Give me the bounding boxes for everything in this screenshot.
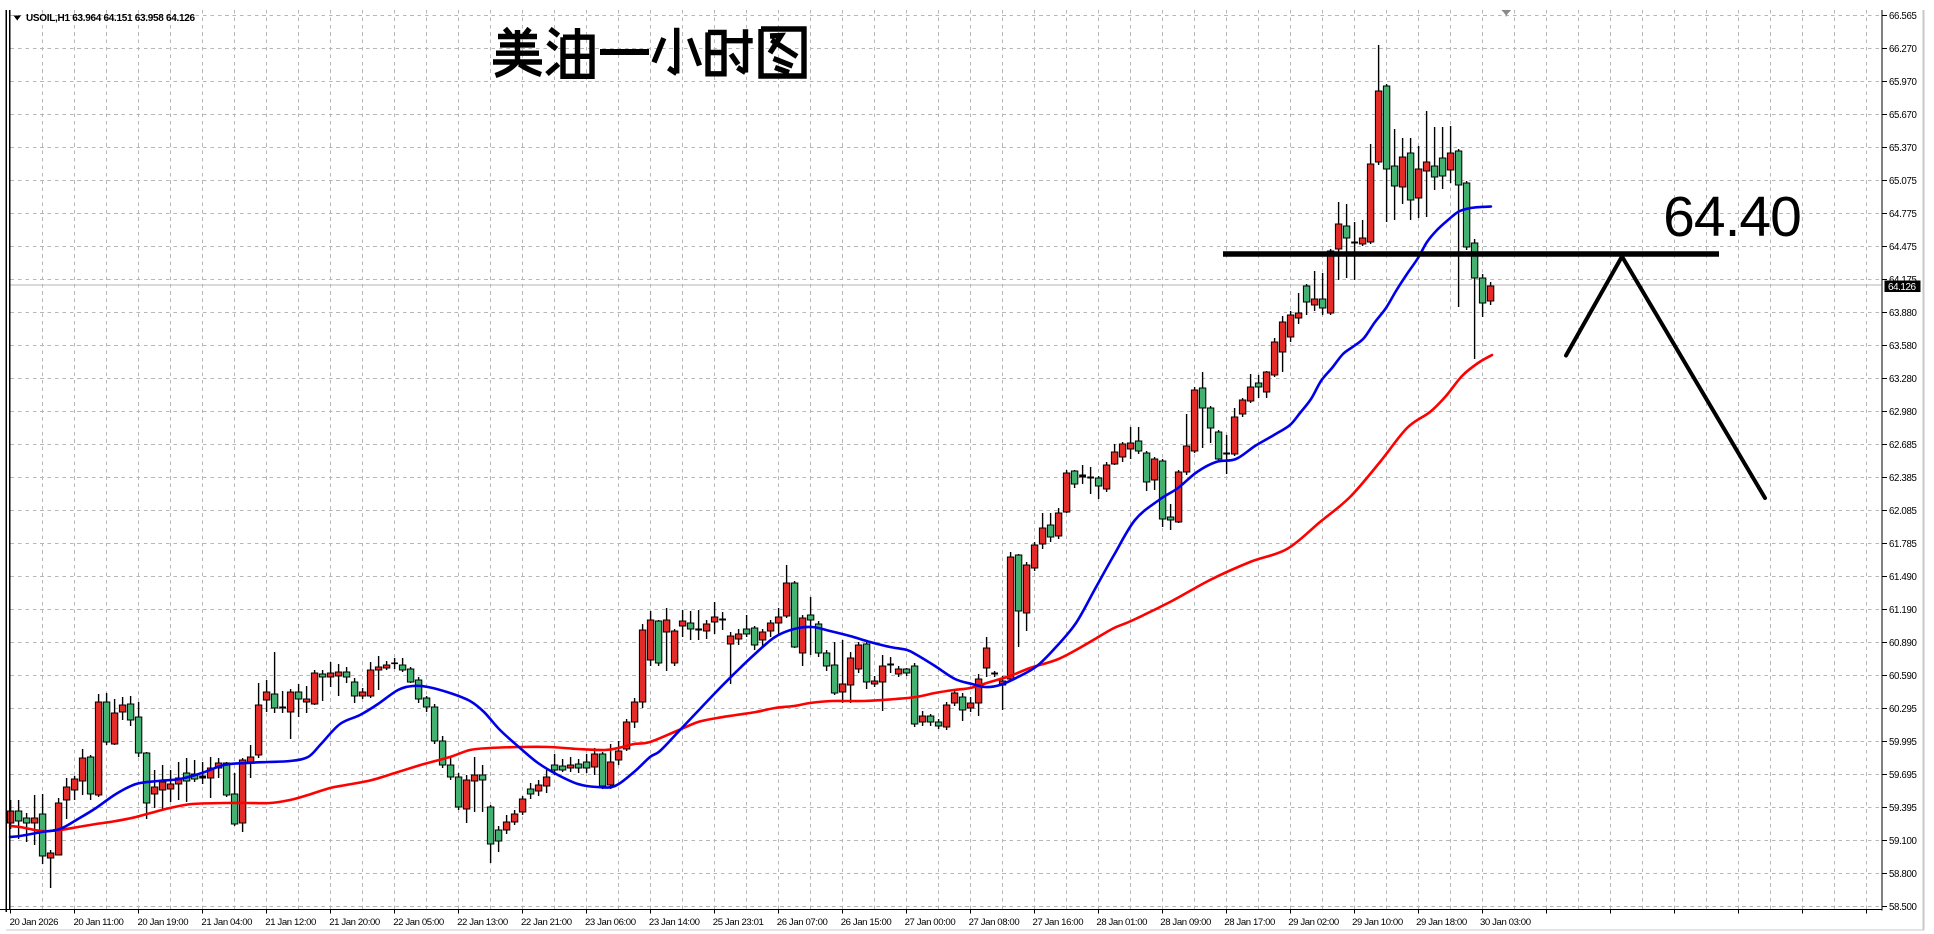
svg-text:59.395: 59.395 (1889, 803, 1917, 814)
svg-text:21 Jan 12:00: 21 Jan 12:00 (265, 917, 316, 928)
svg-text:20 Jan 11:00: 20 Jan 11:00 (74, 917, 124, 928)
svg-text:61.490: 61.490 (1889, 572, 1917, 583)
svg-text:29 Jan 02:00: 29 Jan 02:00 (1288, 917, 1339, 928)
svg-text:23 Jan 14:00: 23 Jan 14:00 (649, 917, 700, 928)
svg-text:60.890: 60.890 (1889, 638, 1917, 649)
svg-text:29 Jan 18:00: 29 Jan 18:00 (1416, 917, 1467, 928)
svg-text:22 Jan 21:00: 22 Jan 21:00 (521, 917, 572, 928)
svg-text:59.695: 59.695 (1889, 770, 1917, 781)
svg-text:64.775: 64.775 (1889, 209, 1917, 220)
svg-text:21 Jan 20:00: 21 Jan 20:00 (329, 917, 380, 928)
svg-text:27 Jan 00:00: 27 Jan 00:00 (905, 917, 956, 928)
svg-text:22 Jan 05:00: 22 Jan 05:00 (393, 917, 444, 928)
svg-text:59.100: 59.100 (1889, 836, 1917, 847)
svg-text:27 Jan 08:00: 27 Jan 08:00 (969, 917, 1020, 928)
svg-text:64.126: 64.126 (1888, 282, 1917, 293)
svg-text:66.270: 66.270 (1889, 44, 1917, 55)
svg-text:28 Jan 01:00: 28 Jan 01:00 (1096, 917, 1147, 928)
svg-text:60.295: 60.295 (1889, 704, 1917, 715)
svg-text:25 Jan 23:01: 25 Jan 23:01 (713, 917, 764, 928)
svg-text:65.075: 65.075 (1889, 176, 1917, 187)
svg-text:26 Jan 15:00: 26 Jan 15:00 (841, 917, 892, 928)
svg-text:30 Jan 03:00: 30 Jan 03:00 (1480, 917, 1531, 928)
svg-text:26 Jan 07:00: 26 Jan 07:00 (777, 917, 828, 928)
svg-text:65.370: 65.370 (1889, 143, 1917, 154)
svg-text:62.085: 62.085 (1889, 506, 1917, 517)
svg-text:62.980: 62.980 (1889, 407, 1917, 418)
svg-text:65.970: 65.970 (1889, 77, 1917, 88)
svg-text:58.800: 58.800 (1889, 869, 1917, 880)
svg-text:63.280: 63.280 (1889, 374, 1917, 385)
svg-text:61.785: 61.785 (1889, 539, 1917, 550)
svg-text:29 Jan 10:00: 29 Jan 10:00 (1352, 917, 1403, 928)
svg-text:66.565: 66.565 (1889, 11, 1917, 22)
svg-text:64.475: 64.475 (1889, 242, 1917, 253)
svg-text:62.385: 62.385 (1889, 473, 1917, 484)
svg-text:28 Jan 17:00: 28 Jan 17:00 (1224, 917, 1275, 928)
svg-text:63.880: 63.880 (1889, 308, 1917, 319)
svg-text:58.500: 58.500 (1889, 902, 1917, 913)
svg-text:21 Jan 04:00: 21 Jan 04:00 (201, 917, 252, 928)
svg-text:59.995: 59.995 (1889, 737, 1917, 748)
svg-text:28 Jan 09:00: 28 Jan 09:00 (1160, 917, 1211, 928)
svg-text:61.190: 61.190 (1889, 605, 1917, 616)
svg-text:20 Jan 19:00: 20 Jan 19:00 (138, 917, 189, 928)
svg-text:USOIL,H1 63.964 64.151 63.958: USOIL,H1 63.964 64.151 63.958 64.126 (26, 13, 196, 24)
svg-text:60.590: 60.590 (1889, 671, 1917, 682)
svg-text:20 Jan 2026: 20 Jan 2026 (10, 917, 58, 928)
svg-text:23 Jan 06:00: 23 Jan 06:00 (585, 917, 636, 928)
svg-text:63.580: 63.580 (1889, 341, 1917, 352)
svg-text:64.40: 64.40 (1663, 185, 1801, 249)
svg-text:65.670: 65.670 (1889, 110, 1917, 121)
svg-text:22 Jan 13:00: 22 Jan 13:00 (457, 917, 508, 928)
svg-text:27 Jan 16:00: 27 Jan 16:00 (1033, 917, 1084, 928)
svg-text:62.685: 62.685 (1889, 440, 1917, 451)
